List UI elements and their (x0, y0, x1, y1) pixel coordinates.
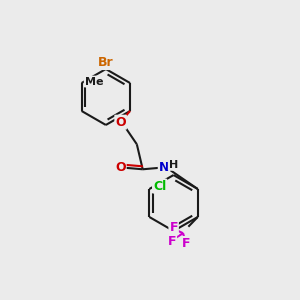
Text: Me: Me (85, 76, 103, 86)
Text: Br: Br (98, 56, 114, 69)
Text: H: H (169, 160, 178, 170)
Text: N: N (159, 161, 169, 174)
Text: F: F (168, 235, 176, 248)
Text: F: F (182, 237, 191, 250)
Text: Cl: Cl (153, 180, 166, 193)
Text: O: O (115, 116, 126, 129)
Text: O: O (115, 161, 126, 174)
Text: F: F (169, 221, 178, 234)
